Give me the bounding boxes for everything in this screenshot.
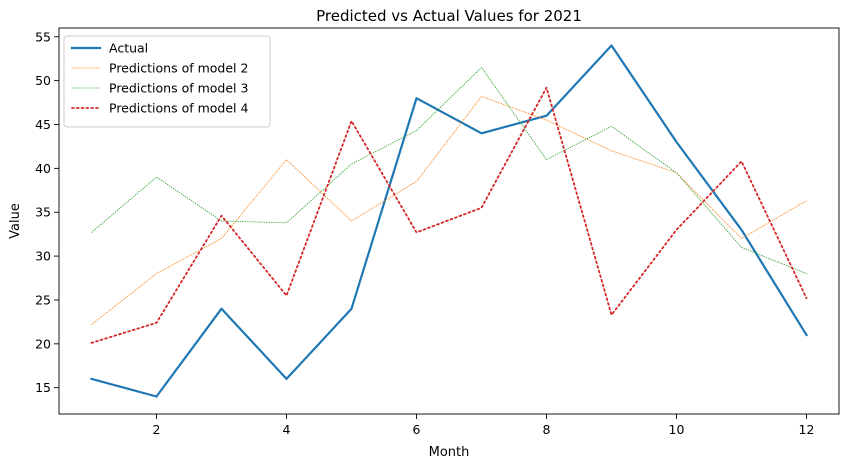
x-axis: 2 4 6 8 10 12 xyxy=(153,414,815,437)
plot-frame xyxy=(58,27,840,415)
x-tick-label: 2 xyxy=(153,422,161,437)
legend-label-2: Predictions of model 2 xyxy=(109,61,248,76)
chart-title: Predicted vs Actual Values for 2021 xyxy=(316,7,582,25)
y-tick-label: 20 xyxy=(35,336,51,351)
y-tick-label: 45 xyxy=(35,117,51,132)
legend-label-1: Actual xyxy=(109,41,148,56)
x-tick-label: 4 xyxy=(283,422,291,437)
x-tick-label: 10 xyxy=(669,422,685,437)
y-tick-label: 25 xyxy=(35,292,51,307)
legend-box xyxy=(63,35,271,128)
y-tick-label: 30 xyxy=(35,249,51,264)
y-tick-label: 50 xyxy=(35,73,51,88)
legend: Actual Predictions of model 2 Predictions … xyxy=(63,35,271,128)
x-axis-label: Month xyxy=(429,445,470,460)
x-tick-label: 12 xyxy=(799,422,815,437)
series-line-4 xyxy=(90,86,808,344)
series-layer xyxy=(90,44,809,398)
x-tick-label: 8 xyxy=(543,422,551,437)
series-line-2 xyxy=(91,96,807,325)
y-tick-label: 55 xyxy=(35,29,51,44)
y-tick-label: 40 xyxy=(35,161,51,176)
y-axis: 15 20 25 30 35 40 45 50 55 xyxy=(35,29,59,395)
y-tick-label: 15 xyxy=(35,380,51,395)
y-axis-label: Value xyxy=(8,203,23,239)
legend-label-3: Predictions of model 3 xyxy=(109,81,248,96)
legend-label-4: Predictions of model 4 xyxy=(109,101,249,116)
series-line-1 xyxy=(90,44,809,398)
y-tick-label: 35 xyxy=(35,205,51,220)
x-tick-label: 6 xyxy=(413,422,421,437)
series-line-3 xyxy=(91,67,807,275)
